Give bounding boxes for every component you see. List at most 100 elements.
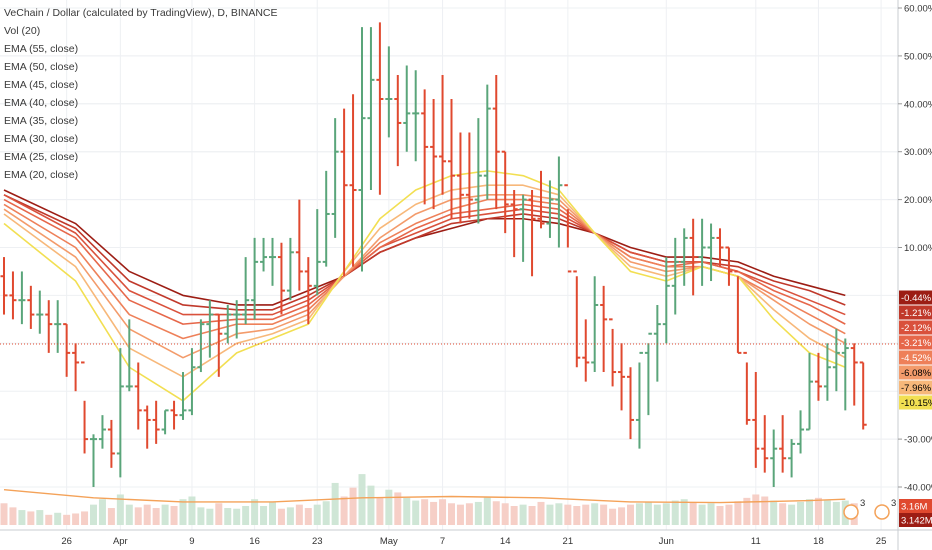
- ohlc-bar[interactable]: [582, 319, 590, 382]
- ohlc-bar[interactable]: [107, 419, 115, 468]
- ohlc-bar[interactable]: [376, 22, 384, 195]
- ohlc-bar[interactable]: [653, 304, 661, 382]
- y-axis[interactable]: 60.00% 50.00% 40.00% 30.00% 20.00% 10.00% -30.…: [898, 4, 932, 494]
- ohlc-bar[interactable]: [403, 65, 411, 152]
- ohlc-bar[interactable]: [269, 237, 276, 286]
- indicator-ema-35[interactable]: EMA (35, close): [4, 115, 79, 127]
- ohlc-bar[interactable]: [519, 194, 527, 262]
- ohlc-bar[interactable]: [680, 228, 688, 286]
- ohlc-bar[interactable]: [90, 434, 97, 487]
- ohlc-bar[interactable]: [465, 132, 473, 219]
- ohlc-bar[interactable]: [331, 118, 339, 238]
- ohlc-bar[interactable]: [116, 348, 124, 478]
- ohlc-bar[interactable]: [412, 70, 420, 162]
- ohlc-bar[interactable]: [215, 313, 223, 377]
- ohlc-bar[interactable]: [609, 318, 617, 387]
- ohlc-bar[interactable]: [188, 348, 196, 416]
- ohlc-bar[interactable]: [72, 343, 80, 392]
- ohlc-bar[interactable]: [779, 415, 787, 473]
- indicator-ema-20[interactable]: EMA (20, close): [4, 169, 79, 181]
- ohlc-bar[interactable]: [510, 190, 518, 258]
- ohlc-bar[interactable]: [18, 271, 26, 325]
- ohlc-bar[interactable]: [627, 367, 634, 440]
- ohlc-bar[interactable]: [716, 228, 724, 267]
- ohlc-bar[interactable]: [63, 323, 71, 377]
- ohlc-bar[interactable]: [242, 257, 250, 325]
- ohlc-bar[interactable]: [591, 276, 599, 373]
- ohlc-bar[interactable]: [537, 170, 545, 229]
- ohlc-bar[interactable]: [546, 180, 554, 238]
- ohlc-bar[interactable]: [689, 218, 697, 296]
- ohlc-bar[interactable]: [859, 361, 867, 430]
- ohlc-bar[interactable]: [286, 237, 294, 301]
- ohlc-bar[interactable]: [788, 439, 796, 478]
- ohlc-bar[interactable]: [832, 328, 840, 392]
- indicator-ema-55[interactable]: EMA (55, close): [4, 43, 79, 55]
- ohlc-bar[interactable]: [573, 270, 581, 368]
- ohlc-bar[interactable]: [206, 300, 214, 358]
- indicator-ema-25[interactable]: EMA (25, close): [4, 151, 79, 163]
- event-badge[interactable]: 3: [874, 498, 896, 520]
- ohlc-bar[interactable]: [295, 199, 303, 291]
- ohlc-bar[interactable]: [823, 343, 831, 401]
- ohlc-bar[interactable]: [349, 94, 357, 267]
- ohlc-bar[interactable]: [143, 405, 151, 449]
- ohlc-bar[interactable]: [734, 270, 742, 354]
- ohlc-bar[interactable]: [564, 184, 572, 273]
- ohlc-bar[interactable]: [9, 271, 17, 320]
- indicator-ema-30[interactable]: EMA (30, close): [4, 133, 79, 145]
- ohlc-bar[interactable]: [492, 75, 500, 210]
- ohlc-bar[interactable]: [761, 415, 769, 473]
- indicator-ema-45[interactable]: EMA (45, close): [4, 79, 79, 91]
- ohlc-bar[interactable]: [430, 99, 438, 210]
- ohlc-bar[interactable]: [743, 351, 751, 425]
- ohlc-bar[interactable]: [600, 285, 608, 373]
- ohlc-bar[interactable]: [0, 257, 8, 315]
- ohlc-bar[interactable]: [251, 237, 259, 320]
- indicator-ema-50[interactable]: EMA (50, close): [4, 61, 79, 73]
- ohlc-bar[interactable]: [54, 300, 62, 353]
- ohlc-bar[interactable]: [770, 429, 778, 487]
- ohlc-bar[interactable]: [501, 150, 509, 234]
- ohlc-bar[interactable]: [850, 343, 858, 406]
- ohlc-bar[interactable]: [134, 362, 142, 430]
- ohlc-bar[interactable]: [322, 170, 330, 267]
- ohlc-bar[interactable]: [644, 332, 652, 416]
- ohlc-bar[interactable]: [698, 218, 706, 286]
- ohlc-bar[interactable]: [197, 319, 205, 373]
- ohlc-bar[interactable]: [27, 285, 35, 329]
- ohlc-bar[interactable]: [806, 352, 813, 431]
- ohlc-bar[interactable]: [483, 84, 491, 200]
- ohlc-bar[interactable]: [367, 27, 375, 191]
- ohlc-bar[interactable]: [304, 257, 312, 325]
- ohlc-bar[interactable]: [752, 372, 760, 468]
- ohlc-bar[interactable]: [707, 223, 715, 282]
- ohlc-bar[interactable]: [448, 99, 455, 219]
- ohlc-bar[interactable]: [98, 415, 106, 449]
- ohlc-bar[interactable]: [45, 300, 53, 353]
- ohlc-bar[interactable]: [528, 190, 536, 277]
- ohlc-bar[interactable]: [841, 338, 849, 411]
- ohlc-bar[interactable]: [277, 242, 285, 315]
- ohlc-bar[interactable]: [635, 351, 643, 449]
- ohlc-bar[interactable]: [36, 290, 44, 334]
- ohlc-bar[interactable]: [313, 209, 321, 296]
- ohlc-bar[interactable]: [797, 410, 805, 454]
- ohlc-bar[interactable]: [81, 361, 89, 454]
- ohlc-bar[interactable]: [439, 75, 447, 195]
- ohlc-bar[interactable]: [170, 400, 178, 430]
- indicator-vol[interactable]: Vol (20): [4, 25, 41, 37]
- ohlc-bar[interactable]: [358, 27, 366, 272]
- ohlc-bar[interactable]: [725, 246, 733, 286]
- ohlc-bar[interactable]: [385, 46, 393, 138]
- x-axis[interactable]: 26 Apr 9 16 23 May 7 14 21 Jun 11 18 25: [61, 536, 886, 547]
- ohlc-bar[interactable]: [125, 319, 133, 392]
- ema-line[interactable]: [3, 198, 846, 340]
- ohlc-bar[interactable]: [179, 372, 187, 420]
- ohlc-bar[interactable]: [421, 89, 429, 205]
- ohlc-bar[interactable]: [394, 75, 402, 167]
- ohlc-bar[interactable]: [671, 237, 679, 315]
